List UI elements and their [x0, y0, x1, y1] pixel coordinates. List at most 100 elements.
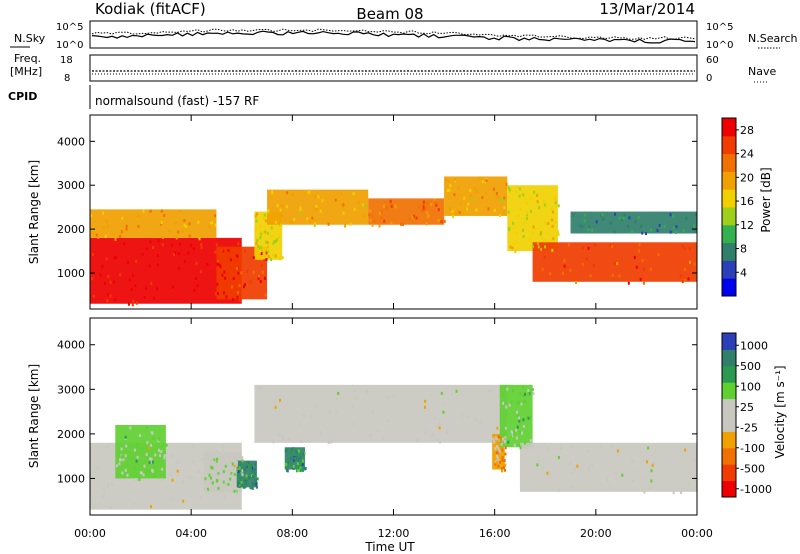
power-speckle: [92, 253, 95, 257]
velocity-colorbar-tick-label: -500: [740, 462, 765, 475]
power-speckle: [237, 242, 240, 246]
velocity-speckle: [494, 462, 497, 466]
power-speckle: [311, 216, 314, 220]
velocity-speckle: [96, 466, 99, 470]
power-speckle: [109, 280, 112, 284]
power-speckle: [274, 240, 277, 244]
velocity-speckle: [281, 435, 284, 439]
power-speckle: [151, 245, 154, 249]
velocity-speckle: [165, 443, 168, 447]
velocity-speckle: [241, 483, 244, 487]
power-speckle: [540, 248, 543, 252]
velocity-speckle: [299, 452, 302, 456]
velocity-speckle: [532, 392, 535, 396]
velocity-speckle: [250, 463, 253, 467]
velocity-colorbar: 1000 500 100 25 -25 -100 -500 -1000: [721, 332, 772, 498]
velocity-speckle: [523, 399, 526, 403]
power-speckle: [261, 270, 264, 274]
velocity-speckle: [424, 405, 427, 409]
velocity-speckle: [372, 410, 375, 414]
velocity-speckle: [150, 457, 153, 461]
power-speckle: [525, 201, 528, 205]
velocity-speckle: [500, 469, 503, 473]
velocity-speckle: [479, 422, 482, 426]
power-speckle: [240, 271, 243, 275]
power-speckle: [265, 240, 268, 244]
velocity-speckle: [245, 463, 248, 467]
velocity-speckle: [353, 389, 356, 393]
power-speckle: [389, 199, 392, 203]
power-speckle: [353, 207, 356, 211]
velocity-speckle: [234, 467, 237, 471]
power-speckle: [279, 257, 282, 261]
power-speckle: [105, 220, 108, 224]
power-speckle: [222, 249, 225, 253]
power-speckle: [363, 204, 366, 208]
power-speckle: [352, 192, 355, 196]
velocity-speckle: [497, 435, 500, 439]
power-speckle: [532, 232, 535, 236]
power-speckle: [314, 219, 317, 223]
power-speckle: [214, 214, 217, 218]
power-speckle: [688, 260, 691, 264]
velocity-speckle: [559, 443, 562, 447]
power-speckle: [681, 244, 684, 248]
power-speckle: [415, 216, 418, 220]
velocity-speckle: [297, 466, 300, 470]
velocity-speckle: [386, 419, 389, 423]
velocity-speckle: [315, 404, 318, 408]
velocity-speckle: [496, 445, 499, 449]
velocity-speckle: [241, 469, 244, 473]
velocity-speckle: [505, 442, 508, 446]
power-speckle: [587, 228, 590, 232]
velocity-speckle: [102, 488, 105, 492]
velocity-speckle: [149, 457, 152, 461]
velocity-speckle: [255, 482, 258, 486]
velocity-speckle: [504, 446, 507, 450]
power-speckle: [252, 256, 255, 260]
velocity-speckle: [242, 464, 245, 468]
power-speckle: [522, 193, 525, 197]
power-speckle: [554, 201, 557, 205]
velocity-speckle: [497, 459, 500, 463]
nsky-label: N.Sky: [14, 32, 46, 45]
power-speckle: [457, 185, 460, 189]
power-speckle: [536, 200, 539, 204]
power-speckle: [427, 215, 430, 219]
velocity-speckle: [111, 483, 114, 487]
power-speckle: [371, 223, 374, 227]
velocity-speckle: [647, 446, 650, 450]
velocity-speckle: [526, 446, 529, 450]
power-speckle: [485, 179, 488, 183]
velocity-speckle: [496, 454, 499, 458]
power-region-7: [507, 185, 558, 252]
velocity-speckle: [272, 440, 275, 444]
velocity-speckle: [587, 467, 590, 471]
power-speckle: [235, 266, 238, 270]
velocity-speckle: [124, 468, 127, 472]
velocity-speckle: [249, 463, 252, 467]
power-speckle: [258, 274, 261, 278]
velocity-speckle: [245, 476, 248, 480]
velocity-speckle: [515, 436, 518, 440]
velocity-speckle: [146, 441, 149, 445]
velocity-speckle: [436, 438, 439, 442]
velocity-colorbar-tick-label: 500: [740, 360, 761, 373]
power-speckle: [130, 287, 133, 291]
velocity-speckle: [292, 466, 295, 470]
velocity-speckle: [319, 430, 322, 434]
power-speckle: [193, 288, 196, 292]
velocity-speckle: [631, 460, 634, 464]
velocity-speckle: [523, 441, 526, 445]
velocity-region-8: [519, 442, 697, 492]
power-speckle: [249, 280, 252, 284]
power-speckle: [400, 222, 403, 226]
velocity-speckle: [249, 486, 252, 490]
power-speckle: [125, 227, 128, 231]
velocity-ytick-label: 2000: [57, 428, 85, 441]
velocity-speckle: [212, 487, 215, 491]
velocity-speckle: [229, 477, 232, 481]
velocity-speckle: [516, 401, 519, 405]
power-speckle: [265, 251, 268, 255]
velocity-speckle: [135, 459, 138, 463]
